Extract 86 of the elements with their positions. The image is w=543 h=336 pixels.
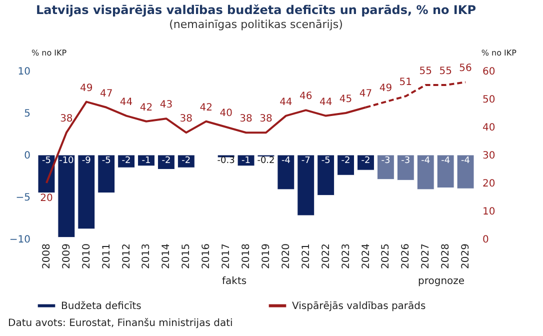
- x-tick-label: 2008: [41, 244, 52, 269]
- data-label: 42: [200, 102, 212, 114]
- data-label: 44: [280, 96, 292, 108]
- data-label: -5: [321, 156, 330, 166]
- x-tick-label: 2020: [280, 244, 292, 269]
- data-label: -4: [441, 156, 450, 166]
- data-label: 49: [80, 82, 93, 94]
- data-label: 40: [220, 108, 232, 119]
- y2-tick-label: 20: [482, 178, 496, 190]
- text: fakts: [222, 276, 247, 287]
- data-label: -0.3: [217, 156, 235, 166]
- data-label: 38: [240, 114, 252, 125]
- data-label: -2: [182, 156, 191, 166]
- data-label: -1: [242, 156, 251, 166]
- x-tick-label: 2029: [460, 244, 472, 269]
- chart-subtitle: (nemainīgas politikas scenārijs): [169, 18, 343, 31]
- data-label: -4: [461, 156, 470, 166]
- data-label: 47: [100, 88, 113, 100]
- data-label: -5: [102, 156, 111, 166]
- data-label: -3: [381, 156, 390, 166]
- data-label: 20: [40, 193, 53, 204]
- x-tick-label: 2017: [221, 244, 232, 269]
- data-label: -10: [59, 156, 74, 166]
- x-tick-label: 2012: [121, 244, 132, 269]
- y-tick-label: −10: [9, 234, 30, 246]
- legend-label: Budžeta deficīts: [61, 300, 142, 312]
- data-label: 38: [260, 114, 272, 125]
- data-label: -3: [401, 156, 410, 166]
- y-tick-label: −5: [16, 192, 30, 204]
- x-tick-label: 2021: [300, 244, 312, 269]
- data-label: 43: [160, 100, 173, 111]
- x-tick-label: 2013: [141, 244, 152, 269]
- data-label: 55: [439, 66, 452, 77]
- x-tick-label: 2015: [181, 244, 192, 269]
- x-tick-label: 2016: [201, 244, 212, 269]
- legend-label: Vispārējās valdības parāds: [292, 300, 426, 312]
- y2-tick-label: 50: [482, 94, 496, 106]
- y-axis-title: % no IKP: [32, 48, 67, 58]
- y2-tick-label: 60: [482, 66, 496, 78]
- data-label: 49: [379, 82, 392, 94]
- x-tick-label: 2028: [440, 244, 452, 269]
- data-label: -1: [142, 156, 151, 166]
- data-label: -4: [421, 156, 430, 166]
- y2-axis-title: % no IKP: [481, 48, 517, 58]
- data-label: 51: [399, 77, 412, 88]
- x-tick-label: 2026: [400, 244, 412, 269]
- data-label: 56: [459, 63, 472, 74]
- x-tick-label: 2018: [241, 244, 252, 269]
- data-label: -9: [82, 156, 92, 166]
- y-tick-label: 10: [18, 66, 30, 78]
- x-tick-label: 2009: [61, 244, 72, 269]
- data-label: -7: [301, 156, 310, 166]
- data-label: -2: [122, 156, 131, 166]
- data-label: -2: [162, 156, 171, 166]
- data-label: 38: [60, 114, 73, 125]
- x-tick-label: 2024: [360, 244, 372, 269]
- text: Datu avots: Eurostat, Finanšu ministrijas dati: [8, 318, 233, 329]
- x-tick-label: 2019: [260, 244, 272, 269]
- data-label: -4: [281, 156, 291, 166]
- data-label: 44: [319, 96, 332, 108]
- data-label: -2: [361, 156, 370, 166]
- y2-tick-label: 10: [482, 206, 496, 218]
- data-label: -2: [341, 156, 350, 166]
- x-tick-label: 2022: [320, 244, 332, 269]
- x-tick-label: 2014: [161, 244, 172, 269]
- data-label: 45: [339, 94, 352, 105]
- data-label: 47: [359, 88, 372, 100]
- data-label: -5: [42, 156, 51, 166]
- data-label: 44: [120, 96, 133, 108]
- x-tick-label: 2011: [101, 244, 112, 269]
- data-label: 42: [140, 102, 153, 114]
- x-tick-label: 2010: [81, 244, 92, 269]
- text: prognoze: [418, 276, 465, 287]
- y2-tick-label: 40: [482, 122, 496, 134]
- chart-title: Latvijas vispārējās valdības budžeta deficīts un parāds, % no IKP: [36, 3, 476, 17]
- y-tick-label: 5: [24, 108, 30, 120]
- x-tick-label: 2025: [380, 244, 392, 269]
- x-tick-label: 2027: [420, 244, 432, 269]
- y2-tick-label: 30: [482, 150, 496, 162]
- y-tick-label: 0: [24, 150, 30, 162]
- data-label: 46: [300, 91, 312, 102]
- x-tick-label: 2023: [340, 244, 352, 269]
- y2-tick-label: 0: [482, 234, 489, 246]
- data-label: 55: [419, 66, 432, 77]
- data-label: -0.2: [257, 156, 275, 166]
- data-label: 38: [180, 114, 193, 125]
